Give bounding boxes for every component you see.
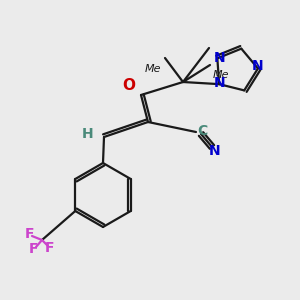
Text: N: N — [214, 51, 225, 65]
Text: H: H — [82, 127, 94, 141]
Text: F: F — [29, 242, 39, 256]
Text: Me: Me — [145, 64, 161, 74]
Text: F: F — [25, 227, 35, 241]
Text: F: F — [45, 241, 55, 255]
Text: N: N — [209, 144, 221, 158]
Text: C: C — [197, 124, 207, 138]
Text: N: N — [213, 76, 225, 90]
Text: O: O — [122, 77, 136, 92]
Text: N: N — [252, 59, 264, 74]
Text: Me: Me — [213, 70, 230, 80]
